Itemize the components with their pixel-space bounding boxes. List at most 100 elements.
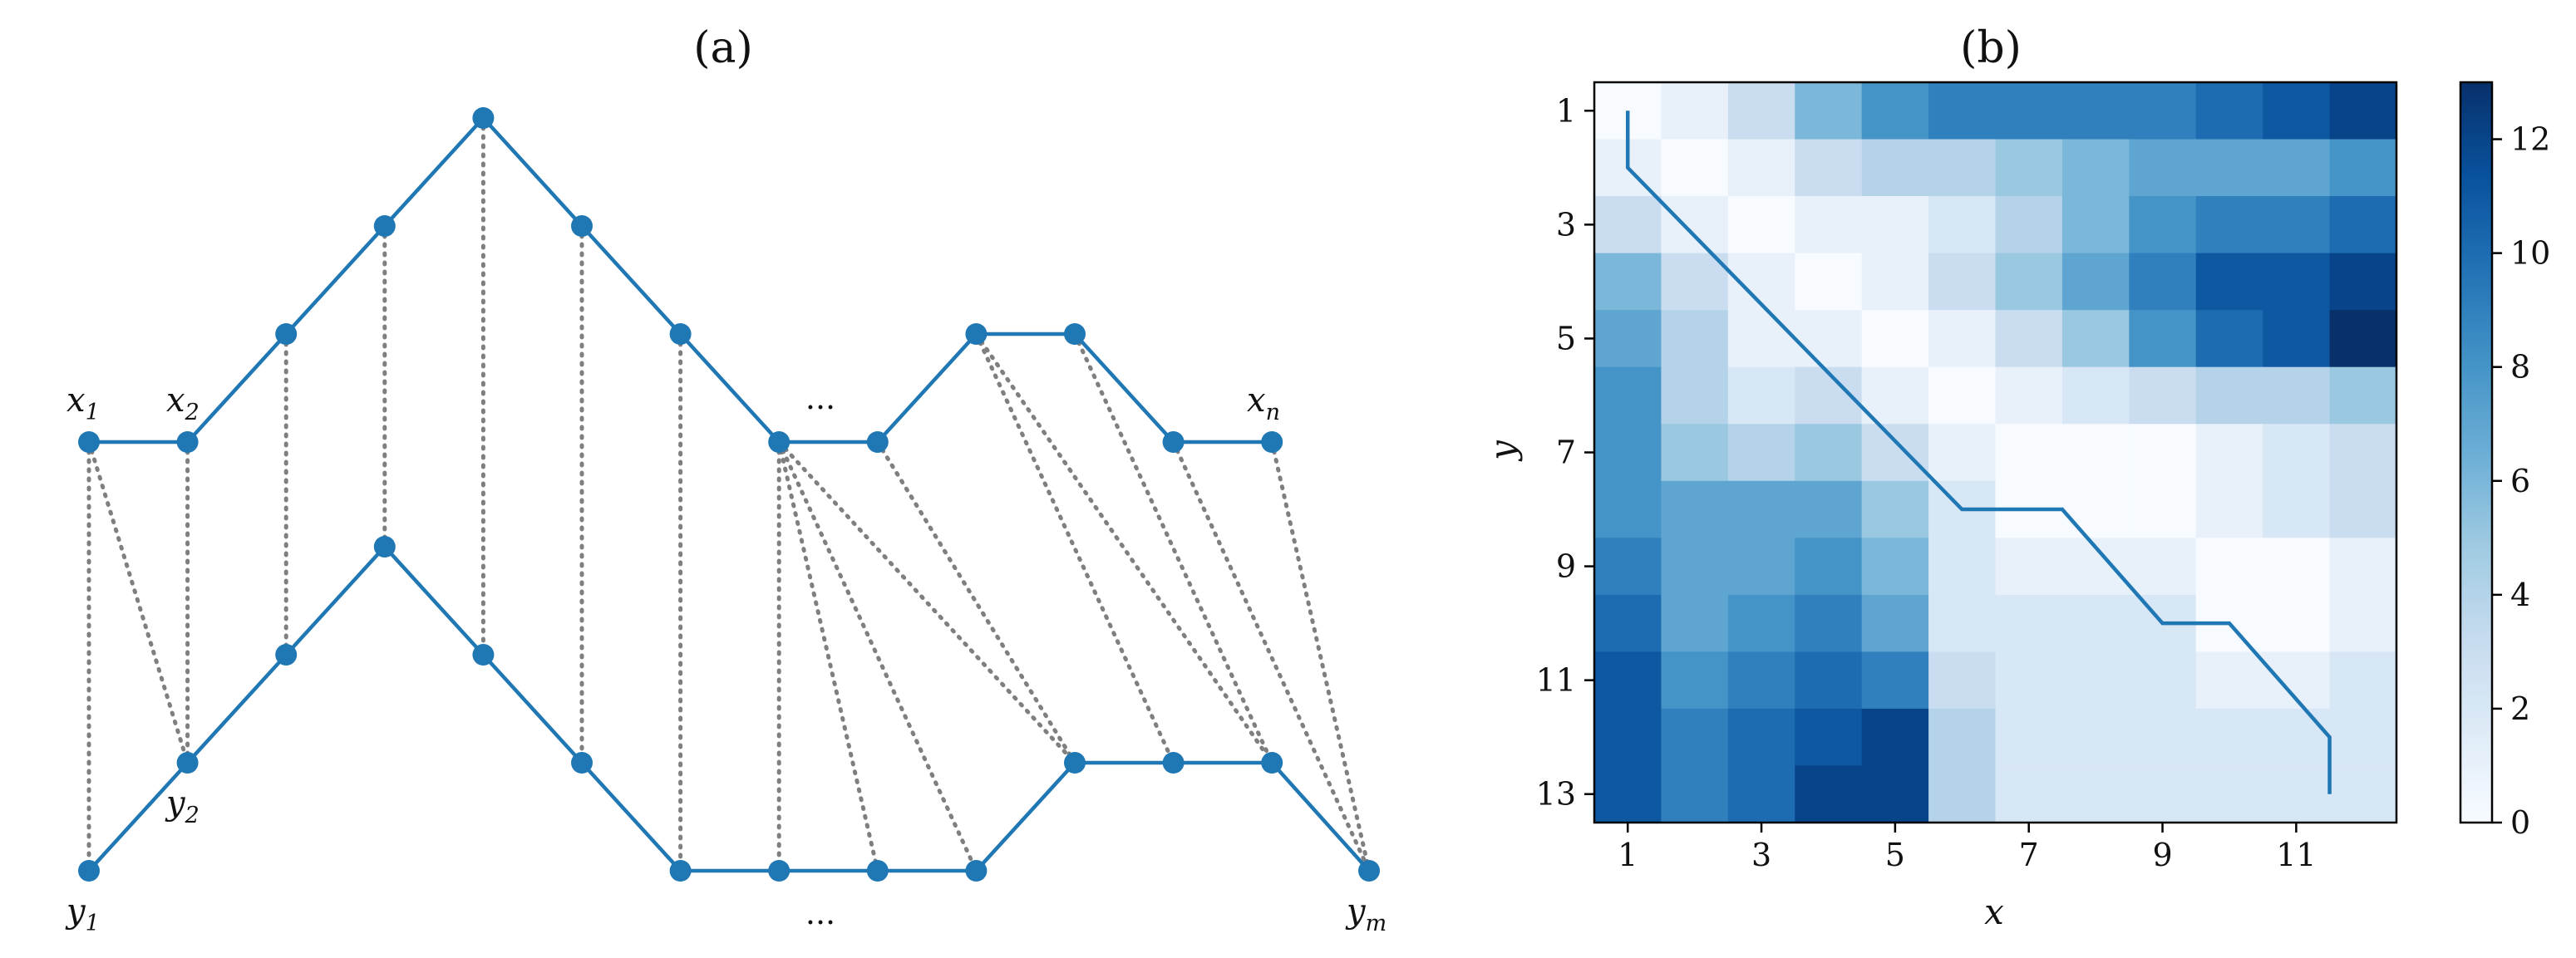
heatmap-cell <box>1727 651 1795 710</box>
colorbar-tick-label: 2 <box>2510 690 2530 727</box>
heatmap-cell <box>1995 708 2063 767</box>
heatmap-cell <box>2061 480 2130 538</box>
y-axis-label: y <box>1482 440 1523 462</box>
heatmap-cell <box>1861 139 1929 197</box>
heatmap-cell <box>1661 196 1729 254</box>
alignment-link-16 <box>1171 440 1372 873</box>
heatmap-cell <box>2263 480 2331 538</box>
heatmap-cell <box>1861 594 1929 652</box>
heatmap-cell <box>2061 651 2130 710</box>
series-x-point <box>373 215 396 237</box>
y-tick-label: 7 <box>1556 435 1576 471</box>
series-x-point <box>78 431 100 453</box>
heatmap-cell <box>2329 765 2397 823</box>
heatmap-cell <box>1594 480 1662 538</box>
heatmap-cell <box>2129 538 2197 596</box>
y-tick-label: 3 <box>1556 206 1576 243</box>
heatmap-cell <box>1661 366 1729 425</box>
series-x-point <box>866 431 889 453</box>
heatmap-cell <box>2329 310 2397 368</box>
heatmap-cell <box>1928 765 1997 823</box>
heatmap-cell <box>1928 651 1997 710</box>
heatmap-cell <box>2195 82 2263 140</box>
heatmap-cell <box>1928 424 1997 482</box>
heatmap-cell <box>1661 310 1729 368</box>
heatmap-cell <box>1995 594 2063 652</box>
heatmap-cell <box>1727 765 1795 823</box>
heatmap-cell <box>2195 196 2263 254</box>
heatmap-cell <box>1727 424 1795 482</box>
heatmap-cell <box>2129 765 2197 823</box>
label-y1: y1 <box>65 892 100 936</box>
heatmap-cell <box>2329 139 2397 197</box>
heatmap-cell <box>2329 253 2397 311</box>
series-y-point <box>275 644 298 666</box>
heatmap-cell <box>1795 424 1863 482</box>
heatmap-cell <box>1795 708 1863 767</box>
heatmap-cell <box>2061 139 2130 197</box>
x-tick-label: 11 <box>2276 837 2316 873</box>
x-tick-label: 7 <box>2019 837 2039 873</box>
label-y2: y2 <box>165 784 199 828</box>
heatmap-cell <box>1727 139 1795 197</box>
y-tick-label: 5 <box>1556 320 1576 356</box>
heatmap-cell <box>2263 538 2331 596</box>
series-y-point <box>373 536 396 558</box>
heatmap-cell <box>1795 82 1863 140</box>
x-tick-label: 9 <box>2152 837 2172 873</box>
heatmap-cell <box>1928 366 1997 425</box>
heatmap-cell <box>2129 82 2197 140</box>
heatmap-cell <box>2195 765 2263 823</box>
label-xn: xn <box>1247 381 1280 425</box>
heatmap-cell <box>2195 708 2263 767</box>
colorbar-tick-label: 0 <box>2510 804 2530 841</box>
alignment-link-17 <box>1269 440 1372 873</box>
colorbar-gradient <box>2459 81 2494 824</box>
heatmap-cell <box>1795 480 1863 538</box>
series-y-point <box>176 752 199 774</box>
heatmap-cell <box>2129 651 2197 710</box>
heatmap-cell <box>2329 196 2397 254</box>
heatmap-cell <box>1861 366 1929 425</box>
heatmap-cell <box>1661 651 1729 710</box>
heatmap-cell <box>2061 310 2130 368</box>
heatmap-cell <box>1795 139 1863 197</box>
heatmap-cell <box>2195 310 2263 368</box>
heatmap-cell <box>1795 594 1863 652</box>
heatmap-cell <box>1995 651 2063 710</box>
heatmap-cell <box>2061 765 2130 823</box>
heatmap-cell <box>1594 253 1662 311</box>
heatmap-cell <box>1928 82 1997 140</box>
heatmap-cell <box>1727 480 1795 538</box>
alignment-link-11 <box>776 440 1077 765</box>
heatmap-cell <box>2061 196 2130 254</box>
heatmap-cell <box>2329 424 2397 482</box>
alignment-link-15 <box>1072 332 1274 765</box>
heatmap-cell <box>2263 424 2331 482</box>
heatmap-cell <box>2329 480 2397 538</box>
heatmap-cell <box>1727 82 1795 140</box>
alignment-link-14 <box>973 332 1274 765</box>
series-y-point <box>78 860 100 882</box>
alignment-link-13 <box>973 332 1176 765</box>
series-x-point <box>768 431 791 453</box>
heatmap-cell <box>1995 538 2063 596</box>
series-x-point <box>571 215 593 237</box>
heatmap-cell <box>2129 139 2197 197</box>
heatmap-cell <box>1795 253 1863 311</box>
heatmap-cell <box>1861 310 1929 368</box>
heatmap-cell <box>2129 424 2197 482</box>
heatmap-cell <box>1928 310 1997 368</box>
colorbar-tick-label: 10 <box>2510 235 2550 272</box>
series-x-point <box>669 323 692 345</box>
colorbar-tick-label: 8 <box>2510 349 2530 386</box>
heatmap-cell <box>2195 366 2263 425</box>
series-x-point <box>1162 431 1185 453</box>
label-x2: x2 <box>166 381 199 425</box>
heatmap-cell <box>1995 765 2063 823</box>
heatmap-cell <box>2129 196 2197 254</box>
heatmap-cells <box>1594 82 2397 823</box>
heatmap-cell <box>1995 366 2063 425</box>
heatmap-cell <box>2263 366 2331 425</box>
